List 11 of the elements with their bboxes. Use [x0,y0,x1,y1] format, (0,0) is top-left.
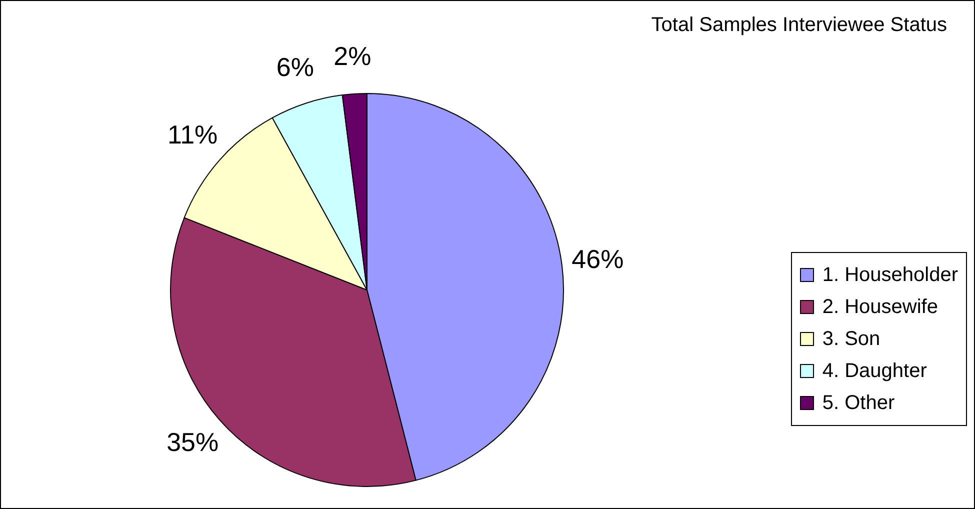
legend-label: 5. Other [822,392,895,414]
data-label: 46% [572,244,624,274]
data-label: 2% [334,41,372,72]
legend-label: 1. Householder [822,264,958,286]
legend-label: 2. Housewife [822,296,938,318]
data-label: 11% [168,119,218,150]
data-label: 6% [276,52,314,82]
chart-title: Total Samples Interviewee Status [651,14,947,37]
legend-label: 3. Son [822,328,880,350]
legend-label: 4. Daughter [822,360,927,382]
data-label: 35% [166,426,219,457]
